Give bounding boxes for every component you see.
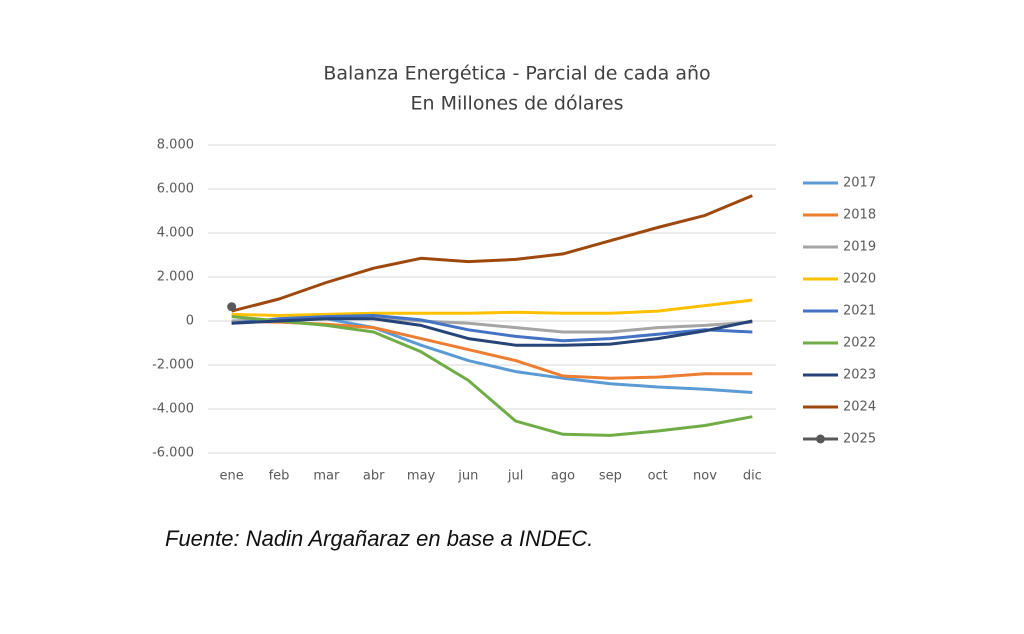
legend-label: 2017 [843, 176, 876, 191]
series-line [231, 314, 753, 343]
x-tick-label: ago [551, 469, 575, 484]
legend-label: 2021 [843, 304, 876, 319]
x-tick-label: dic [743, 469, 762, 484]
x-tick-label: mar [313, 469, 340, 484]
y-tick-label: -6.000 [152, 446, 194, 461]
x-tick-label: ene [220, 469, 244, 484]
x-tick-label: abr [363, 469, 385, 484]
legend-label: 2022 [843, 336, 876, 351]
series-line [231, 317, 753, 347]
y-tick-label: 6.000 [157, 182, 194, 197]
legend-label: 2018 [843, 208, 876, 223]
series-line [231, 298, 753, 317]
y-tick-label: 2.000 [157, 270, 194, 285]
chart-subtitle: En Millones de dólares [411, 93, 624, 115]
legend-label: 2025 [843, 432, 876, 447]
series-line [231, 319, 753, 380]
series-line [231, 194, 753, 313]
y-tick-label: -4.000 [152, 402, 194, 417]
series-line [231, 315, 753, 437]
legend-label: 2020 [843, 272, 876, 287]
x-tick-label: sep [599, 469, 622, 484]
y-tick-label: -2.000 [152, 358, 194, 373]
legend-label: 2019 [843, 240, 876, 255]
legend-label: 2023 [843, 368, 876, 383]
chart-title: Balanza Energética - Parcial de cada año [323, 63, 710, 85]
x-tick-label: jul [507, 469, 523, 484]
x-tick-label: nov [693, 469, 717, 484]
y-tick-label: 0 [186, 314, 194, 329]
legend-marker [816, 434, 825, 444]
y-tick-label: 4.000 [157, 226, 194, 241]
x-tick-label: jun [457, 469, 478, 484]
source-note: Fuente: Nadin Argañaraz en base a INDEC. [165, 526, 593, 551]
series-marker [227, 302, 237, 312]
y-tick-label: 8.000 [157, 138, 194, 153]
x-tick-label: may [407, 469, 436, 484]
x-tick-label: feb [269, 469, 290, 484]
x-tick-label: oct [648, 469, 668, 484]
legend-label: 2024 [843, 400, 876, 415]
